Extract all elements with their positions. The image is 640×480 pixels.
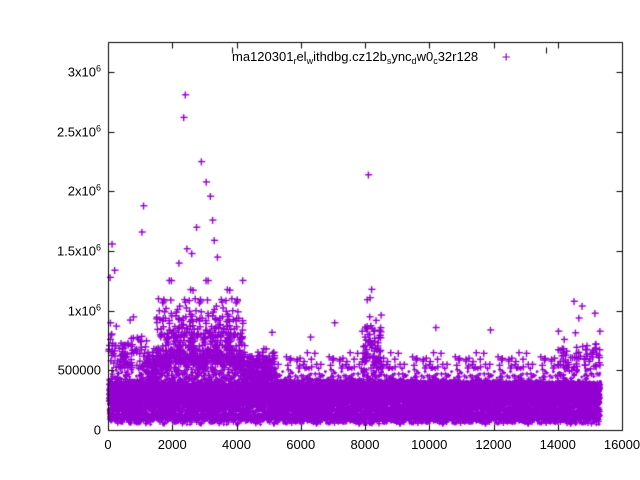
y-tick-label: 0 (93, 422, 101, 438)
y-tick-label: 500000 (57, 362, 101, 378)
x-tick-label: 0 (104, 437, 112, 452)
y-tick-label: 1.5x106 (56, 242, 101, 259)
x-tick-label: 12000 (475, 437, 512, 452)
x-tick-label: 16000 (603, 437, 640, 452)
y-tick-label: 3x106 (67, 63, 101, 80)
legend: ma120301relwithdbg.cz12bsyncdw0c32r128 + (232, 47, 534, 67)
legend-plus-marker-icon: + (501, 48, 511, 66)
x-tick-label: 8000 (350, 437, 380, 452)
x-tick-label: 10000 (411, 437, 448, 452)
y-tick-label: 2x106 (67, 182, 101, 199)
x-tick-label: 4000 (222, 437, 251, 452)
y-tick-label: 1x106 (67, 302, 101, 319)
legend-series-label: ma120301relwithdbg.cz12bsyncdw0c32r128 (232, 48, 479, 66)
y-tick-label: 2.5x106 (56, 123, 101, 140)
x-tick-label: 6000 (286, 437, 316, 452)
x-tick-label: 2000 (157, 437, 187, 452)
x-tick-label: 14000 (539, 437, 576, 452)
